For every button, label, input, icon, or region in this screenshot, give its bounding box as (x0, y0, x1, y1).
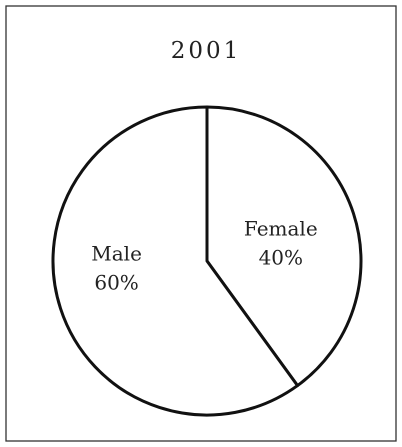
pie-slice-male (51, 105, 300, 417)
slice-label-male: Male (91, 242, 142, 266)
slice-value-male: 60% (94, 271, 138, 295)
slice-label-female: Female (244, 216, 318, 240)
chart-title: 2001 (171, 38, 242, 64)
pie-slice-female (205, 105, 363, 388)
slice-value-female: 40% (259, 245, 303, 269)
